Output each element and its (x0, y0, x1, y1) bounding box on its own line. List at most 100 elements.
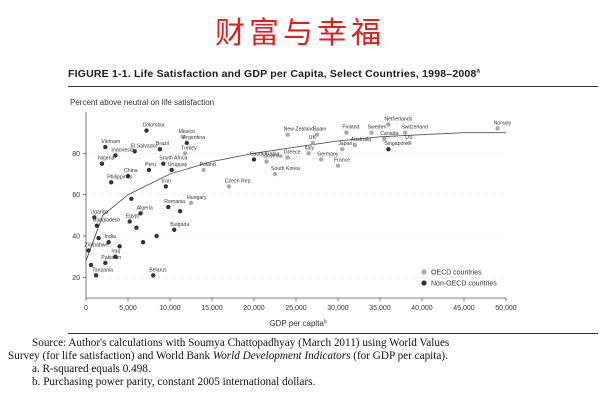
point-label: Japan (338, 141, 352, 147)
point-label: Uganda (90, 209, 108, 215)
non-oecd-point (251, 157, 257, 162)
y-tick-label: 20 (72, 275, 80, 282)
oecd-point (319, 157, 324, 162)
x-tick-label: 0 (84, 305, 88, 312)
point-label: Turkey (181, 145, 197, 151)
source-line-2: Survey (for life satisfaction) and World… (8, 350, 600, 363)
non-oecd-point (94, 223, 100, 228)
oecd-point (226, 184, 231, 189)
point-label: UK (309, 135, 317, 141)
x-tick-label: 10,000 (159, 305, 181, 312)
source-line-1: Source: Author's calculations with Soumy… (32, 337, 450, 349)
point-label: Egypt (126, 214, 140, 220)
source-notes: Source: Author's calculations with Soumy… (8, 337, 600, 389)
title-rule (68, 86, 598, 87)
figure-title: FIGURE 1-1. Life Satisfaction and GDP pe… (68, 68, 480, 80)
non-oecd-point (109, 180, 114, 185)
oecd-point (180, 134, 185, 139)
point-label: Singapore (384, 141, 408, 147)
oecd-point (386, 122, 391, 127)
non-oecd-point (113, 153, 118, 158)
point-label: Nigeria (98, 156, 115, 162)
axis-layer: 0 5,000 10,000 15,000 20,000 25,000 30,000 35,0… (72, 112, 517, 312)
non-oecd-point (88, 262, 94, 268)
source-line-2-start: Survey (for life satisfaction) and World… (8, 350, 213, 362)
oecd-point (369, 130, 374, 135)
non-oecd-point (172, 227, 177, 232)
point-label: China (124, 168, 138, 174)
point-label: Colombia (143, 123, 165, 129)
non-oecd-point (117, 244, 122, 249)
x-tick-label: 45,000 (453, 305, 475, 312)
point-label: Vietnam (101, 139, 120, 145)
legend-label-oecd: OECD countries (431, 270, 482, 277)
point-label: US (405, 135, 413, 141)
point-label: Algeria (137, 205, 153, 211)
point-label: Iraq (111, 249, 120, 255)
source-line-2-end: (for GDP per capita). (350, 350, 448, 362)
y-tick-label: 60 (72, 192, 80, 199)
non-oecd-point (154, 233, 159, 239)
non-oecd-point (166, 204, 171, 210)
point-label: Canada (380, 131, 398, 137)
y-axis-label: Percent above neutral on life satisfacti… (70, 98, 214, 107)
non-oecd-point (106, 240, 111, 245)
x-axis-label-text: GDP per capita (269, 319, 324, 328)
note-a: a. R-squared equals 0.498. (32, 363, 151, 375)
non-oecd-point (93, 273, 99, 278)
point-label: Indonesia (111, 147, 134, 153)
point-label: Iran (162, 178, 171, 184)
point-label: Australia (351, 137, 371, 143)
point-label: Saudi Arabia (250, 152, 280, 158)
oecd-point (272, 171, 278, 177)
oecd-point (495, 126, 500, 131)
point-label: Philippines (107, 174, 132, 180)
x-axis-label: GDP per capitab (269, 319, 327, 328)
point-label: Zimbabwe (85, 243, 109, 249)
oecd-point (382, 136, 387, 142)
oecd-point (335, 163, 341, 168)
oecd-point (201, 167, 206, 173)
non-oecd-point (132, 149, 137, 154)
y-tick-label: 80 (72, 151, 80, 158)
non-oecd-point (103, 144, 108, 150)
non-oecd-point (125, 173, 131, 179)
y-tick-label: 40 (72, 234, 80, 241)
non-oecd-point (146, 167, 152, 173)
oecd-point (314, 132, 320, 137)
point-label: South Africa (159, 156, 187, 162)
point-label: Norway (494, 121, 512, 127)
point-label-layer: Mexico Turkey Poland Czech Rep. Hungary Slove… (85, 116, 512, 273)
non-oecd-point (138, 211, 143, 216)
source-publication-title: World Development Indicators (212, 350, 351, 362)
point-label: Peru (145, 162, 156, 168)
oecd-point (403, 130, 408, 135)
non-oecd-point (169, 167, 174, 173)
point-label: Spain (313, 127, 326, 133)
point-label: France (334, 158, 350, 164)
point-label: Bulgaria (170, 222, 189, 228)
legend-marker-oecd (421, 269, 427, 275)
x-axis-label-superscript: b (324, 319, 327, 325)
point-label: Romania (164, 199, 185, 205)
oecd-point (310, 140, 315, 146)
point-label: New Zealand (284, 127, 315, 133)
point-label: Uruguay (168, 162, 188, 168)
legend-label-non-oecd: Non-OECD countries (431, 281, 497, 288)
non-oecd-point (113, 254, 118, 259)
figure-title-text: FIGURE 1-1. Life Satisfaction and GDP pe… (68, 68, 477, 80)
x-tick-label: 15,000 (201, 305, 223, 312)
point-label: Bangladesh (93, 218, 121, 224)
non-oecd-point (184, 140, 189, 146)
point-label: Switzerland (401, 125, 428, 131)
point-label: Tanzania (92, 267, 113, 273)
x-tick-label: 30,000 (327, 305, 349, 312)
non-oecd-point (157, 147, 163, 152)
point-label: Netherlands (384, 116, 412, 122)
point-label: Germany (317, 152, 339, 158)
non-oecd-point (96, 235, 101, 241)
x-tick-label: 20,000 (243, 305, 265, 312)
non-oecd-point (161, 161, 166, 166)
chart-legend: OECD countries Non-OECD countries (421, 269, 497, 288)
point-label: India (105, 234, 116, 240)
